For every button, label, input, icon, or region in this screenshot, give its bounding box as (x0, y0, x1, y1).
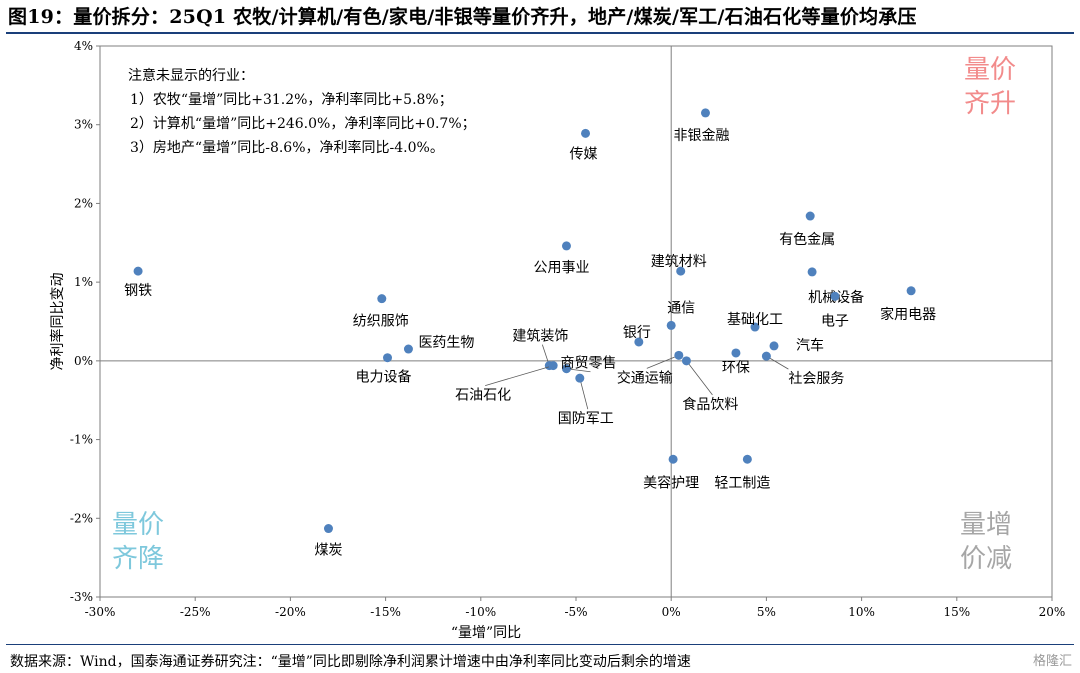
y-tick-label: 0% (74, 354, 93, 368)
point-label: 钢铁 (124, 283, 152, 299)
data-point (581, 128, 591, 138)
x-tick-label: -30% (85, 605, 116, 619)
x-tick-label: 20% (1039, 605, 1066, 619)
point-label: 家用电器 (880, 306, 936, 323)
x-tick-label: -5% (564, 605, 587, 619)
leader-line (579, 378, 589, 410)
x-axis-title: “量增”同比 (451, 625, 521, 641)
quadrant-label-bottom-right: 量增 (960, 510, 1012, 540)
source-note: 数据来源：Wind，国泰海通证券研究注：“量增”同比即剔除净利润累计增速中由净利… (10, 654, 691, 670)
point-label: 商贸零售 (560, 356, 616, 372)
x-tick-label: 15% (943, 605, 970, 619)
data-point (634, 337, 644, 347)
data-point (906, 286, 916, 296)
quadrant-label-bottom-right: 价减 (960, 544, 1012, 574)
note-line: 1）农牧“量增”同比+31.2%，净利率同比+5.8%； (130, 91, 453, 108)
point-label: 公用事业 (533, 260, 589, 276)
point-label: 电力设备 (356, 369, 412, 386)
data-point (377, 294, 387, 304)
x-tick-label: 0% (662, 605, 681, 619)
x-tick-label: -10% (465, 605, 496, 619)
quadrant-label-top-right: 齐升 (964, 89, 1016, 119)
quadrant-label-bottom-left: 齐降 (112, 544, 164, 574)
point-label: 汽车 (796, 337, 824, 354)
note-line: 2）计算机“量增”同比+246.0%，净利率同比+0.7%； (130, 115, 476, 132)
x-tick-label: -15% (370, 605, 401, 619)
point-label: 医药生物 (418, 335, 474, 351)
title-divider (6, 32, 1074, 34)
data-point (761, 351, 771, 361)
data-point (133, 266, 143, 276)
y-tick-label: -1% (70, 433, 93, 447)
point-label: 纺织服饰 (353, 314, 409, 330)
data-point (830, 291, 840, 301)
source-divider (6, 644, 1074, 645)
quadrant-label-top-right: 量价 (964, 55, 1016, 85)
point-label: 环保 (722, 360, 750, 376)
y-tick-label: -2% (70, 511, 93, 525)
figure-title: 图19：量价拆分：25Q1 农牧/计算机/有色/家电/非银等量价齐升，地产/煤炭… (8, 6, 917, 28)
quadrant-label-bottom-left: 量价 (112, 510, 164, 540)
point-label: 石油石化 (455, 388, 511, 404)
x-tick-label: -20% (275, 605, 306, 619)
point-label: 银行 (623, 325, 651, 341)
note-line: 3）房地产“量增”同比-8.6%，净利率同比-4.0%。 (130, 139, 444, 156)
point-label: 国防军工 (558, 411, 614, 427)
y-tick-label: 1% (74, 275, 93, 289)
point-label: 建筑材料 (651, 254, 707, 270)
data-point (575, 373, 585, 383)
watermark-logo: 格隆汇 (1032, 654, 1072, 669)
data-point (676, 266, 686, 276)
point-label: 建筑装饰 (512, 329, 568, 345)
data-point (750, 322, 760, 332)
data-point (548, 361, 558, 371)
data-point (561, 241, 571, 251)
point-label: 基础化工 (727, 311, 783, 328)
point-label: 食品饮料 (682, 396, 738, 413)
data-point (807, 267, 817, 277)
leader-line (686, 360, 713, 396)
y-axis-title: 净利率同比变动 (49, 273, 66, 371)
point-label: 轻工制造 (714, 475, 770, 491)
data-point (561, 364, 571, 374)
x-tick-label: 5% (757, 605, 776, 619)
data-point (742, 454, 752, 464)
data-point (383, 353, 393, 363)
data-point (805, 211, 815, 221)
data-point (681, 356, 691, 366)
note-line: 注意未显示的行业： (128, 67, 254, 84)
data-point (666, 320, 676, 330)
data-point (403, 344, 413, 354)
y-tick-label: 4% (74, 39, 93, 53)
data-point (731, 348, 741, 358)
point-label: 社会服务 (788, 371, 844, 387)
point-label: 传媒 (570, 146, 598, 162)
x-tick-label: 10% (848, 605, 875, 619)
point-label: 非银金融 (673, 128, 729, 144)
point-label: 电子 (821, 313, 849, 329)
data-point (769, 341, 779, 351)
x-tick-label: -25% (180, 605, 211, 619)
point-label: 美容护理 (643, 474, 699, 491)
data-point (323, 524, 333, 534)
y-tick-label: -3% (70, 590, 93, 604)
leader-line (646, 354, 679, 369)
data-point (668, 454, 678, 464)
point-label: 煤炭 (314, 543, 342, 559)
point-label: 有色金属 (779, 231, 835, 248)
y-tick-label: 3% (74, 118, 93, 132)
leader-line (485, 365, 554, 386)
point-label: 通信 (667, 300, 695, 316)
point-label: 交通运输 (617, 369, 673, 386)
y-tick-label: 2% (74, 196, 93, 210)
data-point (674, 350, 684, 360)
data-point (700, 108, 710, 118)
